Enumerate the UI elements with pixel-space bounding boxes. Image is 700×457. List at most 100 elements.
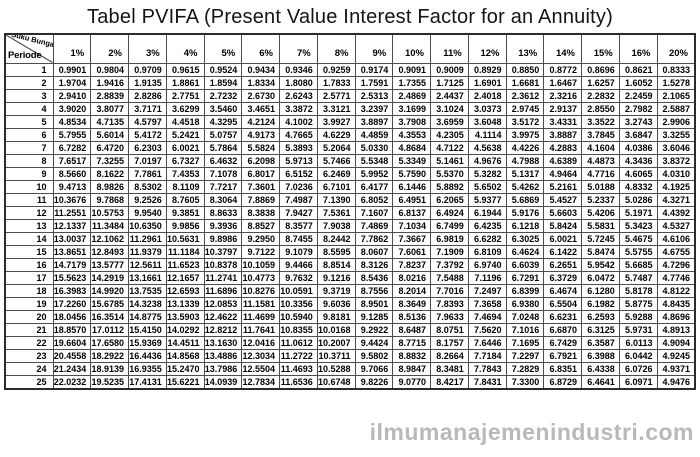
value-cell: 13.1339 — [165, 296, 205, 311]
period-cell: 1 — [4, 62, 54, 77]
rate-column-header: 8% — [316, 33, 356, 64]
value-cell: 5.4172 — [128, 127, 167, 142]
value-cell: 8.5660 — [52, 166, 92, 181]
value-cell: 3.3255 — [656, 127, 696, 142]
value-cell: 7.1034 — [392, 218, 431, 233]
value-cell: 10.5940 — [279, 309, 318, 324]
value-cell: 16.3514 — [90, 309, 129, 324]
value-cell: 4.7988 — [505, 153, 545, 168]
value-cell: 6.2593 — [581, 309, 620, 324]
value-cell: 4.8913 — [656, 322, 696, 337]
value-cell: 7.9427 — [279, 205, 318, 220]
value-cell: 1.7833 — [316, 75, 356, 90]
value-cell: 6.1982 — [581, 296, 620, 311]
value-cell: 6.3587 — [581, 335, 620, 350]
value-cell: 17.4131 — [128, 374, 167, 389]
rate-column-header: 3% — [128, 33, 167, 64]
value-cell: 4.4226 — [505, 140, 545, 155]
value-cell: 6.4924 — [430, 205, 469, 220]
value-cell: 10.2007 — [316, 335, 356, 350]
value-cell: 4.5638 — [467, 140, 507, 155]
value-cell: 5.8775 — [618, 296, 658, 311]
value-cell: 21.2434 — [52, 361, 92, 376]
value-cell: 6.1218 — [505, 218, 545, 233]
value-cell: 6.8351 — [543, 361, 582, 376]
value-cell: 5.4262 — [505, 179, 545, 194]
value-cell: 4.4859 — [354, 127, 394, 142]
value-cell: 8.3064 — [203, 192, 243, 207]
value-cell: 19.5235 — [90, 374, 129, 389]
value-cell: 7.1695 — [505, 335, 545, 350]
value-cell: 15.6785 — [90, 296, 129, 311]
table-row: 22 19.6604 17.6580 15.9369 14.4511 13.1630 12.… — [4, 335, 696, 350]
period-cell: 15 — [4, 244, 54, 259]
value-cell: 4.3271 — [656, 192, 696, 207]
value-cell: 7.5488 — [430, 270, 469, 285]
value-cell: 1.5278 — [656, 75, 696, 90]
rate-column-header: 2% — [90, 33, 129, 64]
value-cell: 10.3676 — [52, 192, 92, 207]
value-cell: 8.9501 — [354, 296, 394, 311]
value-cell: 3.2397 — [354, 101, 394, 116]
value-cell: 4.3295 — [203, 114, 243, 129]
value-cell: 6.6039 — [505, 257, 545, 272]
value-cell: 9.4713 — [52, 179, 92, 194]
value-cell: 5.5370 — [430, 166, 469, 181]
value-cell: 6.8109 — [467, 244, 507, 259]
value-cell: 4.7296 — [656, 257, 696, 272]
value-cell: 15.4150 — [128, 322, 167, 337]
value-cell: 3.6046 — [656, 140, 696, 155]
value-cell: 4.6065 — [618, 166, 658, 181]
value-cell: 4.5797 — [128, 114, 167, 129]
value-cell: 6.4674 — [543, 283, 582, 298]
value-cell: 9.1216 — [316, 270, 356, 285]
value-cell: 1.8594 — [203, 75, 243, 90]
value-cell: 4.7665 — [279, 127, 318, 142]
value-cell: 13.7535 — [128, 283, 167, 298]
value-cell: 13.0037 — [52, 231, 92, 246]
value-cell: 11.1184 — [165, 244, 205, 259]
value-cell: 5.4675 — [618, 231, 658, 246]
value-cell: 9.7122 — [241, 244, 280, 259]
value-cell: 0.8696 — [581, 62, 620, 77]
value-cell: 15.5623 — [52, 270, 92, 285]
value-cell: 4.1604 — [581, 140, 620, 155]
value-cell: 7.2497 — [467, 283, 507, 298]
value-cell: 4.9094 — [656, 335, 696, 350]
value-cell: 7.1909 — [430, 244, 469, 259]
rate-column-header: 7% — [279, 33, 318, 64]
watermark-text: ilmumanajemenindustri.com — [369, 419, 694, 445]
value-cell: 0.9009 — [430, 62, 469, 77]
value-cell: 6.7327 — [165, 153, 205, 168]
value-cell: 7.3300 — [505, 374, 545, 389]
value-cell: 5.6603 — [543, 205, 582, 220]
value-cell: 1.6052 — [618, 75, 658, 90]
value-cell: 8.7556 — [354, 283, 394, 298]
table-row: 25 22.0232 19.5235 17.4131 15.6221 14.0939 12.… — [4, 374, 696, 389]
rate-column-header: 15% — [581, 33, 620, 64]
value-cell: 5.4206 — [581, 205, 620, 220]
value-cell: 9.3851 — [165, 205, 205, 220]
value-cell: 1.9416 — [90, 75, 129, 90]
period-cell: 4 — [4, 101, 54, 116]
value-cell: 4.8435 — [656, 296, 696, 311]
value-cell: 1.6681 — [505, 75, 545, 90]
value-cell: 3.7171 — [128, 101, 167, 116]
table-row: 2 1.9704 1.9416 1.9135 1.8861 1.8594 1.8334 1.8… — [4, 75, 696, 90]
value-cell: 5.0286 — [618, 192, 658, 207]
value-cell: 10.5631 — [165, 231, 205, 246]
value-cell: 4.8696 — [656, 309, 696, 324]
value-cell: 5.6014 — [90, 127, 129, 142]
value-cell: 9.8986 — [203, 231, 243, 246]
value-cell: 8.3649 — [392, 296, 431, 311]
value-cell: 7.1196 — [467, 270, 507, 285]
table-row: 23 20.4558 18.2922 16.4436 14.8568 13.4886 12.… — [4, 348, 696, 363]
value-cell: 4.6755 — [656, 244, 696, 259]
value-cell: 5.4527 — [543, 192, 582, 207]
value-cell: 5.0757 — [203, 127, 243, 142]
value-cell: 8.5302 — [128, 179, 167, 194]
period-cell: 11 — [4, 192, 54, 207]
value-cell: 8.3481 — [430, 361, 469, 376]
value-cell: 8.3126 — [354, 257, 394, 272]
value-cell: 8.3577 — [279, 218, 318, 233]
